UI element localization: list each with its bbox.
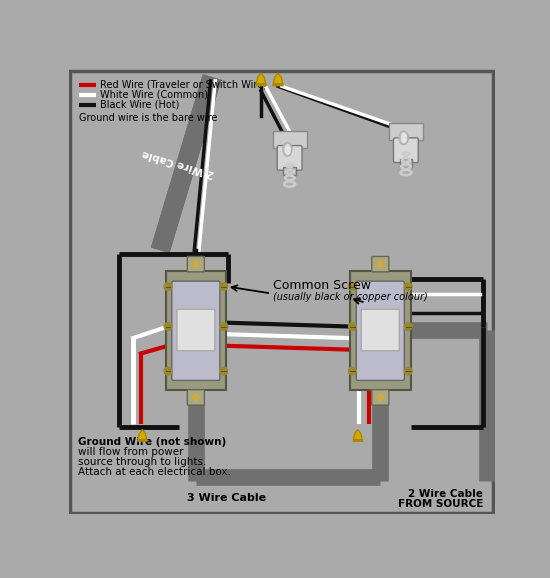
Text: (usually black or copper colour): (usually black or copper colour) <box>273 291 427 302</box>
Polygon shape <box>273 73 283 86</box>
FancyBboxPatch shape <box>393 138 419 162</box>
Bar <box>273 131 307 148</box>
Circle shape <box>377 394 383 401</box>
Text: 3 Wire Cable: 3 Wire Cable <box>188 492 266 502</box>
FancyBboxPatch shape <box>372 257 389 272</box>
Circle shape <box>404 323 412 331</box>
Circle shape <box>164 323 172 331</box>
Text: FROM SOURCE: FROM SOURCE <box>398 499 483 509</box>
Polygon shape <box>138 429 147 441</box>
Circle shape <box>349 323 356 331</box>
Text: source through to lights.: source through to lights. <box>78 457 206 467</box>
FancyBboxPatch shape <box>188 390 205 405</box>
Bar <box>283 167 296 175</box>
Circle shape <box>349 368 356 375</box>
Text: Common Screw: Common Screw <box>273 279 371 292</box>
Polygon shape <box>353 429 362 441</box>
Circle shape <box>164 368 172 375</box>
Ellipse shape <box>284 143 292 155</box>
Circle shape <box>192 394 199 401</box>
Circle shape <box>349 283 356 290</box>
Ellipse shape <box>283 143 292 157</box>
FancyBboxPatch shape <box>188 257 205 272</box>
Text: Ground Wire (not shown): Ground Wire (not shown) <box>78 437 226 447</box>
Text: Ground wire is the bare wire: Ground wire is the bare wire <box>79 113 217 123</box>
Ellipse shape <box>399 131 408 145</box>
Text: Red Wire (Traveler or Switch Wire): Red Wire (Traveler or Switch Wire) <box>100 80 267 90</box>
Circle shape <box>404 368 412 375</box>
Text: 2 Wire Cable: 2 Wire Cable <box>141 148 216 179</box>
FancyBboxPatch shape <box>277 146 302 171</box>
Bar <box>400 160 412 167</box>
Text: White Wire (Common): White Wire (Common) <box>100 90 208 100</box>
FancyBboxPatch shape <box>177 309 215 351</box>
Circle shape <box>164 283 172 290</box>
Text: 2 Wire Cable: 2 Wire Cable <box>409 490 483 499</box>
Circle shape <box>220 368 228 375</box>
Circle shape <box>220 283 228 290</box>
FancyBboxPatch shape <box>172 281 220 380</box>
Ellipse shape <box>400 132 408 144</box>
Circle shape <box>404 283 412 290</box>
Text: Attach at each electrical box.: Attach at each electrical box. <box>78 467 231 477</box>
FancyBboxPatch shape <box>356 281 404 380</box>
Circle shape <box>220 323 228 331</box>
Bar <box>350 271 410 391</box>
Bar <box>389 123 423 140</box>
FancyBboxPatch shape <box>361 309 399 351</box>
Circle shape <box>192 261 199 267</box>
Bar <box>166 271 226 391</box>
Text: Black Wire (Hot): Black Wire (Hot) <box>100 100 179 110</box>
FancyBboxPatch shape <box>372 390 389 405</box>
Circle shape <box>377 261 383 267</box>
Text: will flow from power: will flow from power <box>78 447 184 457</box>
Polygon shape <box>256 73 266 86</box>
